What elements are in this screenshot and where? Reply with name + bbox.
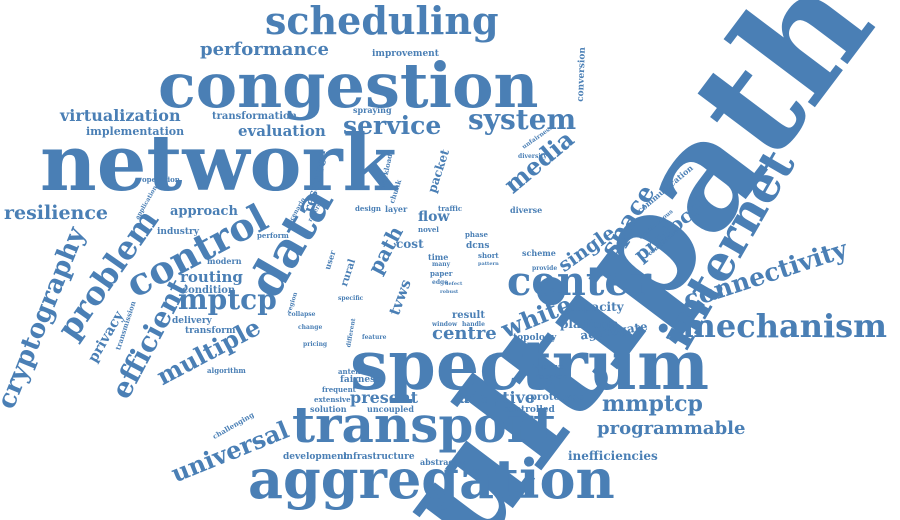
word-feature: feature	[362, 334, 387, 341]
word-collapse: collapse	[288, 311, 316, 318]
word-diversity: diversity	[518, 153, 547, 160]
word-operation: operation	[142, 175, 180, 184]
word-congestion: congestion	[158, 49, 539, 122]
word-industry: industry	[157, 227, 199, 237]
word-delivery: delivery	[172, 316, 212, 326]
word-phase: phase	[465, 230, 488, 239]
word-transformation: transformation	[212, 111, 297, 122]
word-short: short	[478, 251, 499, 260]
word-abstraction: abstraction	[420, 457, 472, 467]
word-performance: performance	[200, 39, 329, 60]
word-robust: robust	[440, 289, 459, 295]
word-network: network	[40, 118, 397, 209]
word-resilience: resilience	[4, 202, 109, 224]
word-provide: provide	[532, 265, 558, 272]
word-routing: routing	[180, 268, 243, 286]
word-system: system	[468, 103, 577, 136]
word-handle: handle	[462, 321, 485, 328]
word-user: user	[322, 249, 338, 271]
word-pricing: pricing	[303, 341, 328, 348]
word-traffic: traffic	[438, 204, 463, 213]
word-improve: improve	[532, 362, 564, 371]
word-present: present	[350, 388, 419, 407]
word-change: change	[298, 324, 323, 331]
word-capacity: capacity	[568, 300, 624, 314]
word-prototype: prototype	[530, 392, 585, 403]
word-pattern: pattern	[478, 261, 499, 267]
word-platform: platform	[560, 317, 619, 331]
word-decision: decision	[535, 372, 568, 381]
word-solution: solution	[310, 404, 347, 414]
word-evaluation: evaluation	[238, 122, 326, 140]
word-extensive: extensive	[314, 395, 351, 404]
word-mechanism: mechanism	[682, 307, 887, 345]
word-spectrum: spectrum	[350, 326, 710, 406]
word-topology: topology	[513, 333, 557, 343]
word-controlled: controlled	[503, 405, 555, 415]
word-transport: transport	[292, 395, 557, 454]
word-many: many	[432, 261, 451, 268]
word-antenna: antenna	[338, 367, 371, 376]
word-flow: flow	[418, 209, 450, 225]
word-scheme: scheme	[522, 248, 556, 258]
word-spraying: spraying	[353, 105, 392, 115]
word-aggregation: aggregation	[248, 447, 615, 511]
word-center: center	[507, 258, 651, 305]
word-approach: approach	[170, 204, 238, 219]
word-uncoupled: uncoupled	[367, 404, 414, 414]
word-window: window	[432, 321, 458, 328]
word-virtualization: virtualization	[60, 106, 181, 125]
word-adaptive: adaptive	[459, 388, 536, 407]
word-layer: layer	[385, 204, 408, 214]
word-dcns: dcns	[466, 241, 490, 251]
word-design: design	[355, 204, 381, 213]
word-modern: modern	[207, 256, 242, 266]
word-service: service	[343, 111, 442, 140]
word-fairness: fairness	[340, 375, 381, 385]
word-mptcp: mptcp	[178, 283, 277, 316]
word-inefficiencies: inefficiencies	[568, 449, 658, 463]
word-scheduling: scheduling	[265, 0, 499, 43]
word-development: development	[283, 452, 348, 462]
word-algorithm: algorithm	[207, 366, 246, 375]
word-perform: perform	[257, 231, 289, 240]
word-programmable: programmable	[597, 418, 746, 439]
word-tvws: tvws	[385, 276, 415, 318]
word-result: result	[452, 310, 485, 321]
word-transform: transform	[185, 326, 236, 336]
word-packet: packet	[424, 147, 453, 195]
word-conversion: conversion	[575, 46, 588, 103]
word-novel: novel	[418, 225, 439, 234]
word-rural: rural	[338, 257, 359, 288]
word-diverse: diverse	[510, 205, 543, 215]
word-specific: specific	[338, 295, 364, 302]
word-cost: cost	[396, 237, 424, 251]
word-defect: defect	[445, 281, 463, 287]
word-paper: paper	[430, 269, 453, 278]
word-condition: condition	[182, 285, 236, 296]
word-mmptcp: mmptcp	[602, 391, 703, 417]
word-edge: edge	[432, 279, 449, 286]
word-implementation: implementation	[86, 125, 185, 138]
word-frequent: frequent	[322, 385, 356, 394]
word-time: time	[428, 252, 449, 262]
word-centre: centre	[432, 323, 497, 344]
word-improvement: improvement	[372, 49, 439, 59]
word-infrastructure: infrastructure	[343, 452, 415, 462]
